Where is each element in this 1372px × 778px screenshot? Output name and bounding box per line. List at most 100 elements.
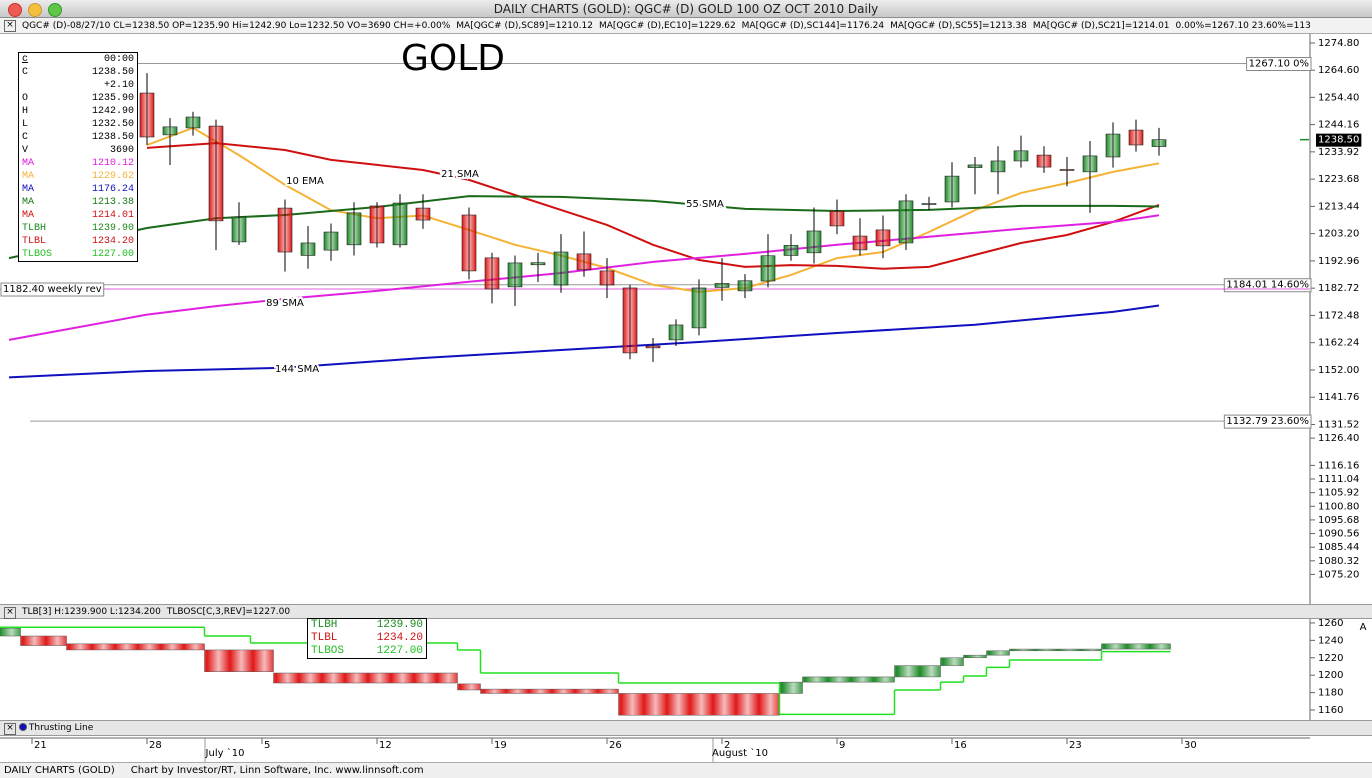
last-price-box <box>1316 133 1362 147</box>
candle-body <box>553 251 569 286</box>
data-value: 1229.62 <box>91 171 134 182</box>
data-row: H 1242.90 <box>19 105 137 118</box>
x-tick-label: 9 <box>839 740 845 751</box>
series-label: 55 SMA <box>686 199 724 210</box>
y-tick-label: 1126.40 <box>1318 433 1359 444</box>
data-row: TLBH 1239.90 <box>19 222 137 235</box>
y-tick-label: 1090.56 <box>1318 529 1359 540</box>
y-tick-label: 1274.80 <box>1318 38 1359 49</box>
y-tick-label: 1075.20 <box>1318 569 1359 580</box>
candle-body <box>461 214 477 272</box>
close-icon[interactable]: × <box>4 723 16 735</box>
y-tick-label: 1244.16 <box>1318 120 1359 131</box>
data-row: +2.10 <box>19 79 137 92</box>
series-label: 89 SMA <box>266 298 304 309</box>
legend-value: 1227.00 <box>376 645 423 657</box>
data-value: 1227.00 <box>91 249 134 260</box>
data-label: MA <box>22 197 35 208</box>
y-tick-label: 1203.20 <box>1318 229 1359 240</box>
candle-body <box>1128 129 1144 146</box>
header-text: TLB[3] H:1239.900 L:1234.200 <box>22 607 161 617</box>
level-label-box <box>0 282 105 297</box>
x-tick-label: 12 <box>379 740 392 751</box>
level-label: 1182.40 weekly rev <box>3 284 102 295</box>
candle-body <box>921 203 937 205</box>
candle-body <box>806 230 822 254</box>
close-button[interactable] <box>8 3 22 17</box>
data-value: 1239.90 <box>91 223 134 234</box>
x-tick-label: 30 <box>1184 740 1197 751</box>
y-tick-label: 1162.24 <box>1318 338 1359 349</box>
y-tick-label: 1240 <box>1318 635 1343 646</box>
candle-body <box>852 235 868 251</box>
data-row: MA 1210.12 <box>19 157 137 170</box>
legend-row: TLBL 1234.20 <box>308 632 426 645</box>
tlb-brick <box>940 657 964 666</box>
legend-value: 1234.20 <box>376 632 423 644</box>
data-value: 3690 <box>109 145 134 156</box>
x-tick-label: 28 <box>149 740 162 751</box>
data-label: MA <box>22 158 35 169</box>
x-tick-label: 16 <box>954 740 967 751</box>
tlb-brick <box>480 688 619 694</box>
header-text: MA[QGC# (D),SC55]=1213.38 <box>890 21 1027 31</box>
legend-label: TLBL <box>311 632 338 644</box>
candle-body <box>1151 139 1167 147</box>
data-box: c 00:00 C 1238.50 +2.10 O 1235.90 H 1242.90 L 1232… <box>18 52 138 262</box>
tlb-brick <box>457 683 481 691</box>
close-icon[interactable]: × <box>4 607 16 619</box>
candle-body <box>1036 154 1052 168</box>
candle-body <box>714 283 730 288</box>
level-label: 1184.01 14.60% <box>1226 280 1309 291</box>
data-row: O 1235.90 <box>19 92 137 105</box>
data-row: V 3690 <box>19 144 137 157</box>
chart-title: GOLD <box>401 38 505 79</box>
tlb-brick <box>20 635 67 646</box>
footer-left: DAILY CHARTS (GOLD) <box>4 765 115 776</box>
header-item: TLBOSC[C,3,REV]=1227.00 <box>167 605 290 618</box>
data-row: MA 1229.62 <box>19 170 137 183</box>
y-tick-label: 1080.32 <box>1318 556 1359 567</box>
data-value: 1238.50 <box>91 132 134 143</box>
zoom-button[interactable] <box>48 3 62 17</box>
data-row: L 1232.50 <box>19 118 137 131</box>
level-label-box <box>1223 414 1312 429</box>
tlb-brick <box>986 650 1010 656</box>
y-tick-label: 1105.92 <box>1318 488 1359 499</box>
header-text: 0.00%=1267.10 23.60%=113 <box>1175 21 1311 31</box>
data-value: 00:00 <box>103 54 134 65</box>
data-label: c <box>22 54 29 65</box>
data-row: MA 1176.24 <box>19 183 137 196</box>
y-tick-label: 1192.96 <box>1318 256 1359 267</box>
title-bar: DAILY CHARTS (GOLD): QGC# (D) GOLD 100 O… <box>0 0 1372 18</box>
header-item: MA[QGC# (D),EC10]=1229.62 <box>599 18 736 33</box>
data-label: V <box>22 145 29 156</box>
header-item: MA[QGC# (D),SC21]=1214.01 <box>1033 18 1170 33</box>
close-icon[interactable]: × <box>4 20 16 32</box>
data-row: TLBL 1234.20 <box>19 235 137 248</box>
candle-body <box>990 160 1006 173</box>
y-tick-label: 1213.44 <box>1318 201 1359 212</box>
candle-body <box>530 262 546 266</box>
ma-line <box>146 142 1160 270</box>
y-tick-label: 1131.52 <box>1318 419 1359 430</box>
data-label: MA <box>22 171 35 182</box>
candle-body <box>737 280 753 292</box>
y-tick-label: 1264.60 <box>1318 65 1359 76</box>
data-value: 1235.90 <box>91 93 134 104</box>
level-label: 1267.10 0% <box>1249 59 1309 70</box>
header-text: QGC# (D)-08/27/10 CL=1238.50 OP=1235.90 … <box>22 21 451 31</box>
candle-body <box>162 126 178 136</box>
minimize-button[interactable] <box>28 3 42 17</box>
candle-body <box>231 216 247 243</box>
y-tick-label: 1233.92 <box>1318 147 1359 158</box>
header-item: TLB[3] H:1239.900 L:1234.200 <box>22 605 161 618</box>
series-label: 21 SMA <box>441 169 479 180</box>
x-tick-label: 23 <box>1069 740 1082 751</box>
data-value: 1232.50 <box>91 119 134 130</box>
tlb-brick <box>963 654 987 659</box>
y-tick-label: 1260 <box>1318 618 1343 629</box>
panel-label: Thrusting Line <box>28 723 94 733</box>
data-value: 1238.50 <box>91 67 134 78</box>
